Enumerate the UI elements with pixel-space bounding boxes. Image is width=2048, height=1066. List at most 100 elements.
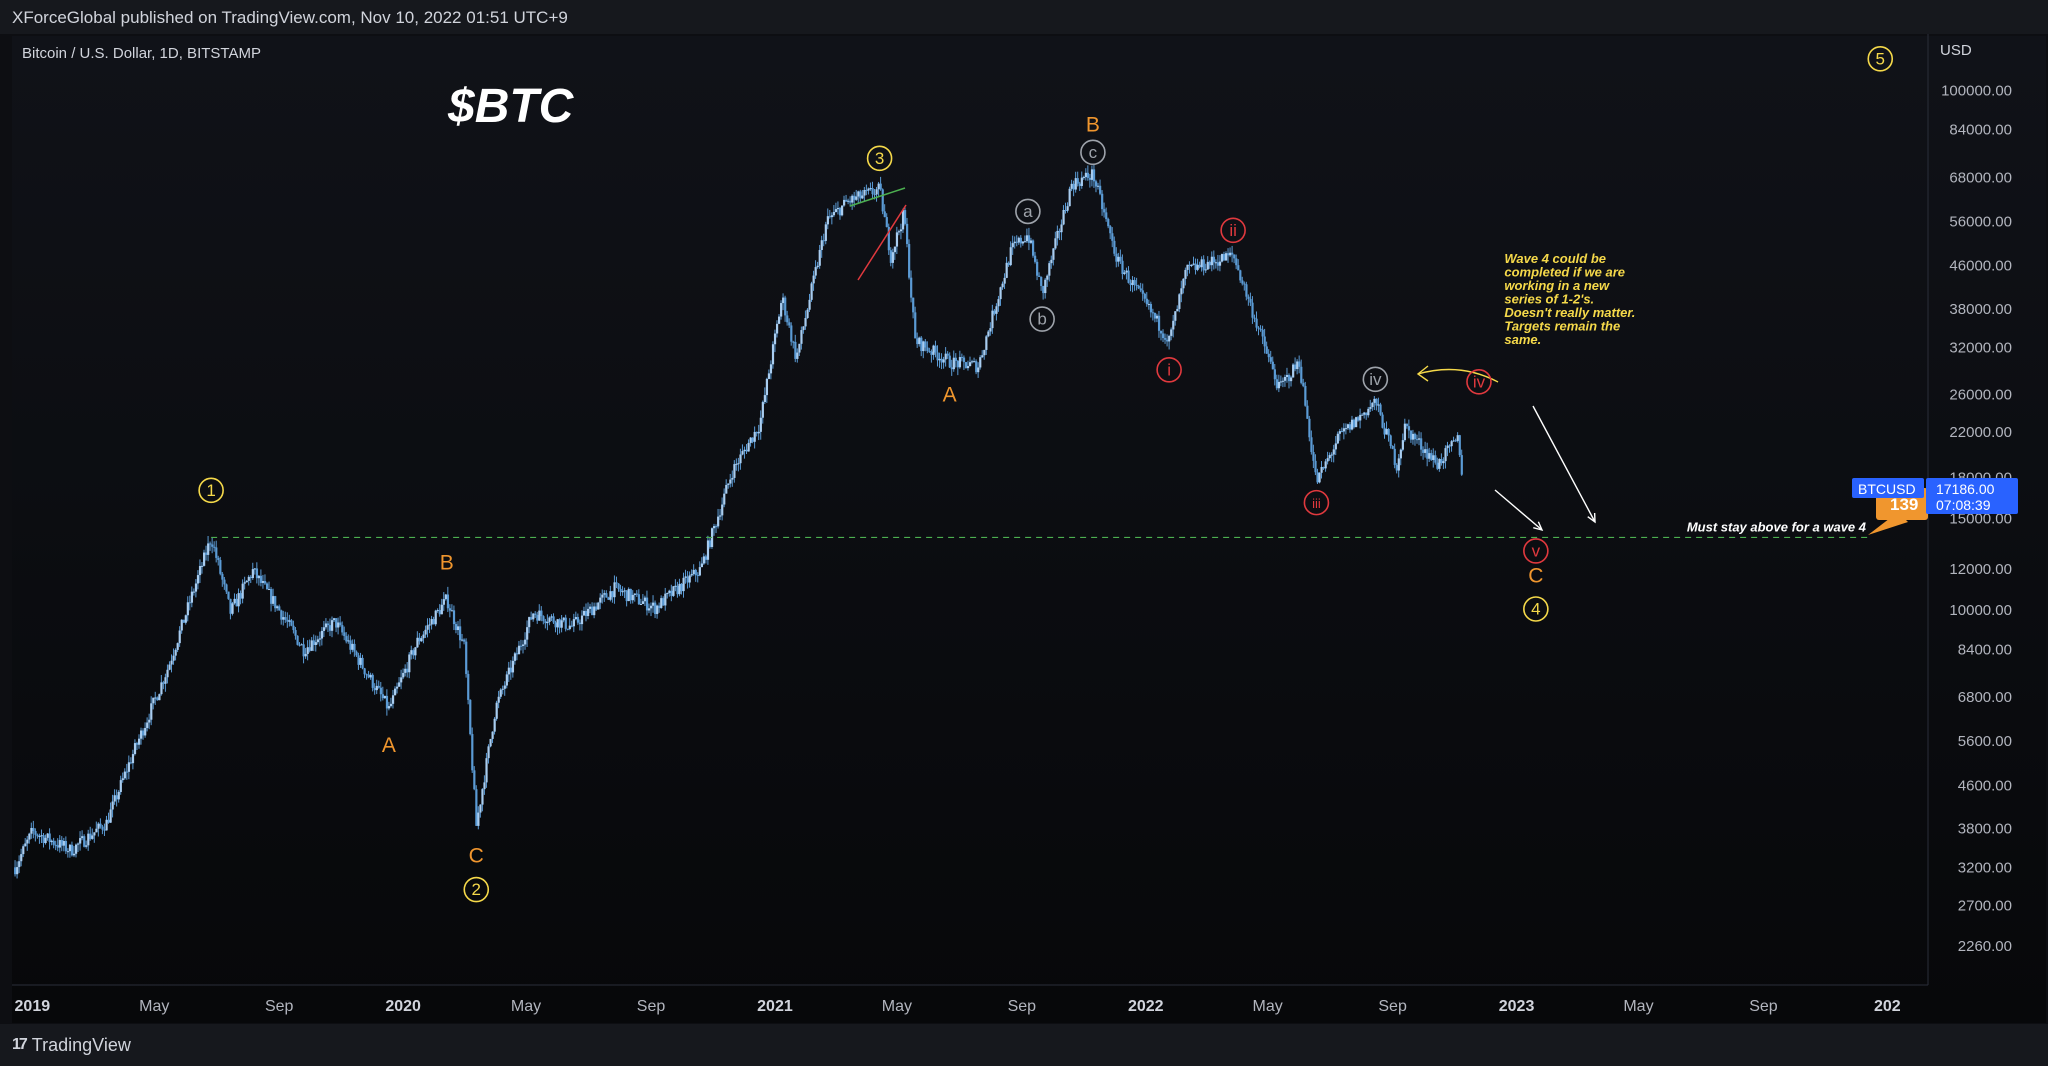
candle-body	[1448, 445, 1451, 447]
candle-body	[1306, 405, 1309, 419]
candle-body	[345, 636, 348, 642]
candle-body	[430, 619, 433, 625]
candle-body	[302, 644, 305, 657]
candle-body	[1456, 435, 1459, 441]
candle-body	[834, 209, 838, 212]
candle-body	[1294, 364, 1297, 370]
candle-body	[1190, 264, 1193, 266]
candle-body	[733, 464, 736, 478]
price-chart[interactable]: Must stay above for a wave 4 Wave 4 could…	[0, 0, 2048, 1024]
candle-body	[1023, 241, 1027, 243]
projection-arrow-long-shaft	[1532, 405, 1596, 523]
candle-body	[645, 597, 649, 611]
candle-body	[1056, 230, 1059, 239]
support-level-label: Must stay above for a wave 4	[1687, 519, 1867, 534]
candle-body	[560, 620, 563, 628]
candle-body	[1208, 261, 1211, 266]
wave-label-circle	[198, 477, 224, 504]
candle-body	[989, 328, 992, 332]
candle-body	[810, 283, 813, 300]
candle-body	[617, 583, 620, 589]
candle-body	[1048, 263, 1051, 276]
candle-body	[1269, 357, 1272, 362]
candle-body	[24, 843, 27, 847]
candle-body	[452, 610, 456, 625]
candle-body	[881, 189, 884, 212]
candle-body	[1432, 455, 1435, 460]
candle-body	[170, 660, 173, 665]
candle-body	[1320, 467, 1323, 473]
candle-body	[637, 594, 641, 605]
x-tick-label: 2020	[385, 998, 421, 1015]
candle-body	[205, 552, 208, 555]
candle-body	[207, 543, 210, 555]
levels-layer: Must stay above for a wave 4 Wave 4 could…	[211, 187, 1908, 539]
candle-body	[918, 337, 921, 345]
candle-body	[1129, 282, 1132, 286]
candle-body	[20, 854, 23, 862]
candle-body	[1375, 398, 1378, 406]
candle-body	[257, 575, 261, 579]
wave-label-v: v	[1532, 541, 1541, 560]
x-tick-label: 2021	[757, 998, 793, 1015]
candle-body	[1013, 241, 1016, 244]
candle-body	[621, 591, 624, 593]
projection-arrow-short-shaft	[1494, 489, 1543, 531]
candle-body	[446, 594, 450, 609]
candle-body	[1101, 193, 1104, 210]
candle-body	[1184, 269, 1187, 279]
candle-body	[26, 839, 29, 844]
footer-bar: 17 TradingView	[0, 1024, 2048, 1066]
candle-body	[845, 199, 848, 202]
candle-body	[1318, 472, 1321, 483]
candle-body	[121, 778, 124, 781]
candle-body	[558, 619, 561, 628]
candle-body	[349, 640, 352, 650]
candle-body	[1290, 377, 1293, 382]
candle-body	[318, 638, 322, 640]
price-tag: 139 BTCUSD 17186.00 07:08:39	[1852, 478, 2018, 520]
candle-body	[81, 836, 84, 839]
candle-body	[1426, 449, 1429, 459]
candle-body	[1371, 402, 1374, 408]
candle-body	[1336, 433, 1339, 444]
candle-body	[674, 585, 677, 587]
candle-body	[1235, 258, 1238, 266]
candle-body	[1279, 381, 1283, 383]
candle-body	[233, 598, 236, 604]
x-tick-label: 2023	[1499, 998, 1535, 1015]
candle-body	[479, 804, 482, 813]
candle-body	[1245, 284, 1248, 297]
candle-body	[840, 205, 844, 216]
candle-body	[794, 341, 797, 359]
chart-panel[interactable]	[12, 36, 2046, 1023]
candle-body	[158, 694, 161, 701]
candle-body	[194, 583, 198, 592]
candle-body	[871, 188, 874, 195]
candle-body	[536, 614, 539, 621]
candle-body	[40, 835, 43, 837]
candle-body	[1409, 430, 1413, 440]
candle-body	[1247, 296, 1250, 299]
candle-body	[749, 437, 752, 443]
candle-body	[962, 357, 966, 363]
footer-brand[interactable]: TradingView	[31, 1034, 131, 1055]
candle-body	[828, 216, 832, 218]
candle-body	[1314, 460, 1317, 473]
candle-body	[265, 583, 269, 590]
x-tick-label: May	[1623, 998, 1653, 1015]
candle-body	[243, 582, 246, 584]
candle-body	[995, 306, 998, 314]
candle-body	[830, 215, 834, 218]
candle-body	[404, 668, 407, 673]
wedge-lower-trendline	[857, 204, 907, 281]
candle-body	[952, 357, 955, 370]
candle-body	[958, 357, 962, 368]
tradingview-logo-icon[interactable]: 17	[12, 1036, 28, 1053]
candle-body	[895, 232, 899, 247]
candle-body	[784, 297, 787, 316]
candle-body	[631, 594, 634, 601]
candle-body	[38, 835, 41, 837]
candle-body	[1265, 346, 1268, 354]
candle-body	[22, 846, 25, 855]
